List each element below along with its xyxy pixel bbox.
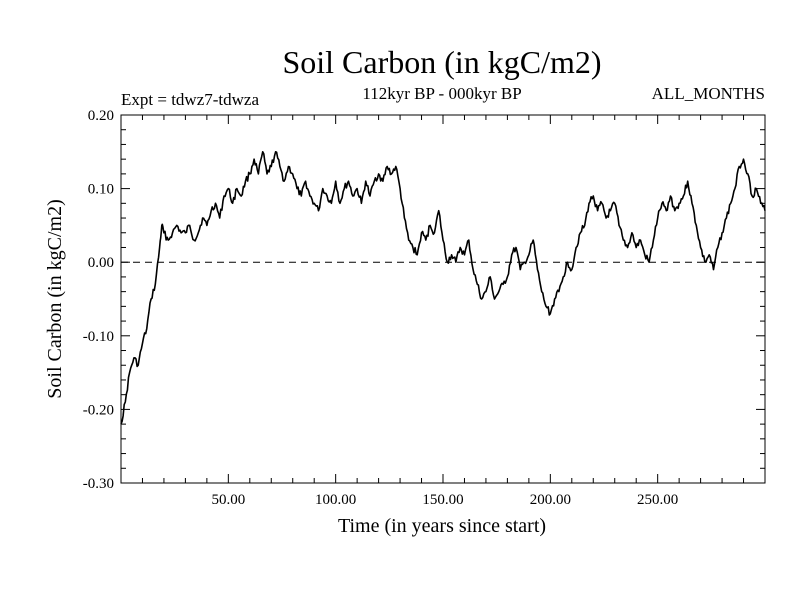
- months-label: ALL_MONTHS: [652, 84, 765, 103]
- x-tick-label: 250.00: [637, 492, 678, 508]
- y-tick-label: 0.20: [88, 108, 114, 124]
- y-tick-label: -0.10: [83, 329, 114, 345]
- x-tick-label: 150.00: [422, 492, 463, 508]
- x-tick-label: 50.00: [211, 492, 245, 508]
- plot-area: -0.30 -0.20 -0.10 0.00 0.10 0.20 50.00 100.00 1…: [83, 108, 766, 508]
- y-tick-label: 0.10: [88, 182, 114, 198]
- y-tick-label: 0.00: [88, 255, 114, 271]
- plot-frame: [120, 114, 766, 484]
- series-line-soil-carbon: [120, 151, 766, 425]
- chart-title: Soil Carbon (in kgC/m2): [282, 44, 601, 80]
- y-axis-ticks: -0.30 -0.20 -0.10 0.00 0.10 0.20: [83, 108, 765, 492]
- x-tick-label: 200.00: [530, 492, 571, 508]
- x-tick-label: 100.00: [315, 492, 356, 508]
- chart-subtitle: 112kyr BP - 000kyr BP: [362, 84, 521, 103]
- x-axis-ticks: 50.00 100.00 150.00 200.00 250.00: [141, 115, 745, 508]
- y-axis-title: Soil Carbon (in kgC/m2): [44, 199, 66, 398]
- y-tick-label: -0.20: [83, 402, 114, 418]
- y-tick-label: -0.30: [83, 476, 114, 492]
- experiment-label: Expt = tdwz7-tdwza: [121, 90, 259, 109]
- x-axis-title: Time (in years since start): [338, 515, 546, 537]
